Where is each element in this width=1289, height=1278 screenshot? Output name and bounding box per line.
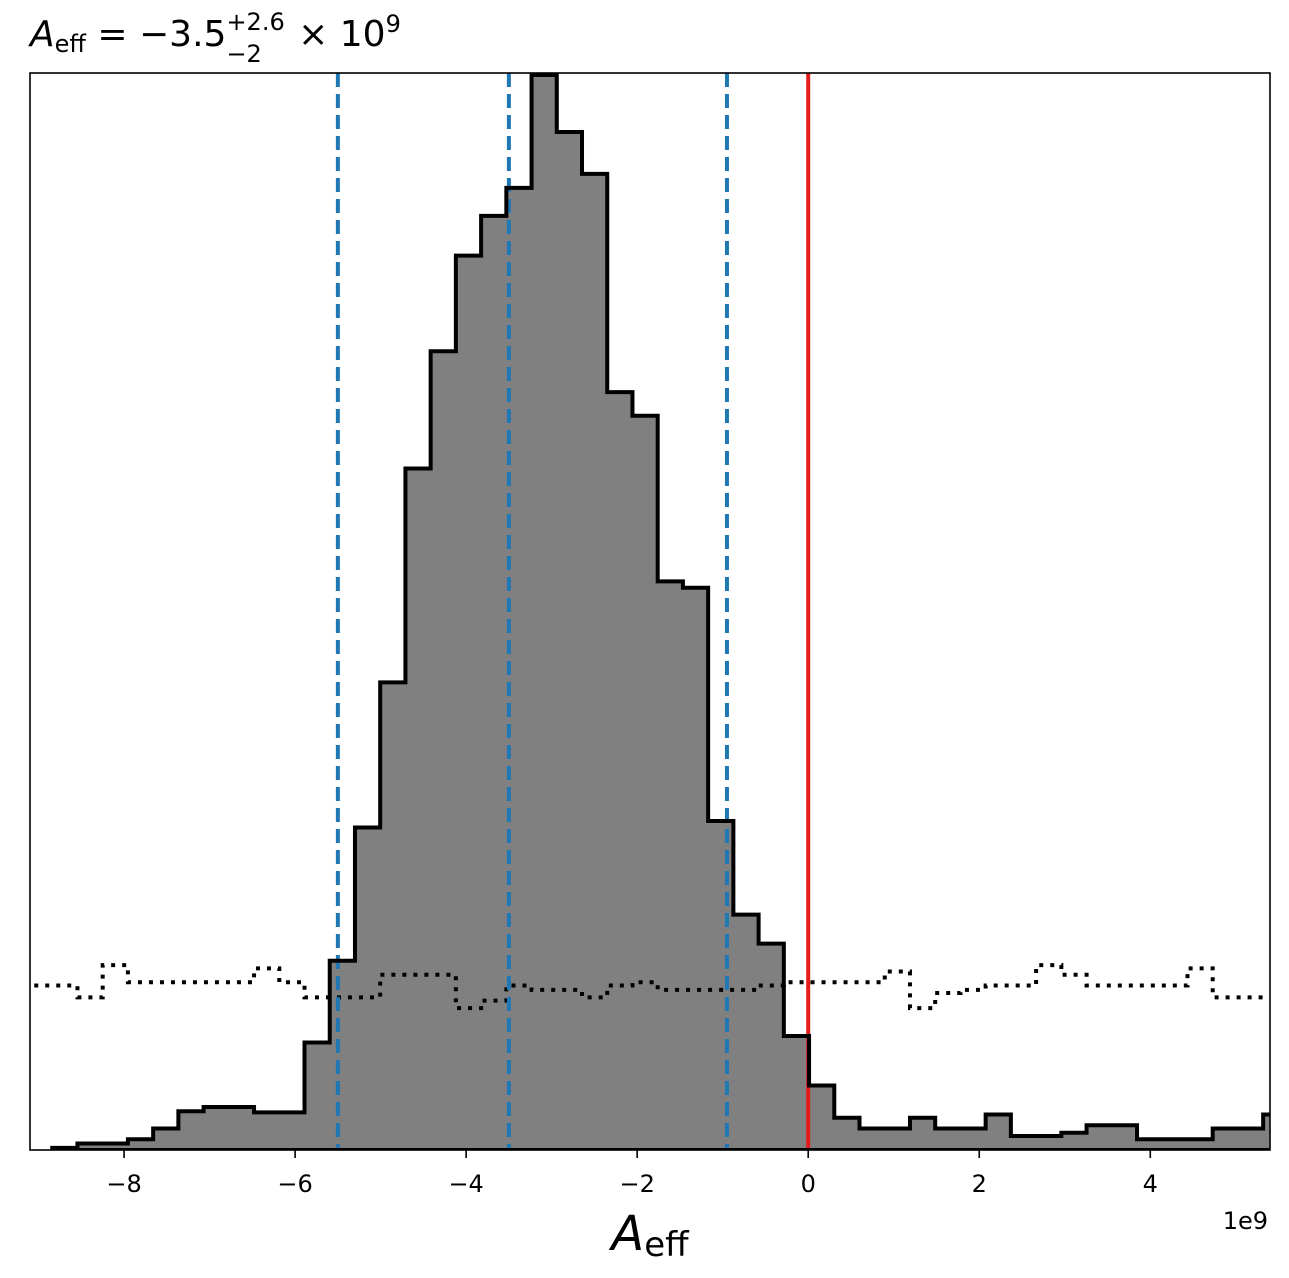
xlabel-symbol: A bbox=[608, 1206, 644, 1262]
posterior-histogram-outline bbox=[50, 73, 1270, 1150]
prior-histogram-dotted bbox=[30, 963, 1270, 1011]
title-times: × 10 bbox=[287, 14, 386, 55]
reference-lines bbox=[335, 73, 811, 1150]
x-axis-ticks: −8 −6 −4 −2 0 2 4 bbox=[106, 1150, 1158, 1198]
x-tick-label: −6 bbox=[277, 1170, 312, 1198]
x-axis-offset: 1e9 bbox=[1223, 1207, 1268, 1235]
title-upper-error: +2.6 bbox=[226, 8, 284, 36]
title-subscript: eff bbox=[55, 30, 87, 58]
title-value: −3.5 bbox=[139, 14, 226, 55]
title-equals: = bbox=[86, 14, 139, 55]
title-symbol: A bbox=[28, 14, 55, 55]
title-lower-error: −2 bbox=[226, 40, 261, 68]
plot-area bbox=[30, 73, 1270, 1150]
x-tick-label: −2 bbox=[619, 1170, 654, 1198]
xlabel-subscript: eff bbox=[644, 1225, 690, 1265]
x-tick-label: −8 bbox=[106, 1170, 141, 1198]
x-tick-label: 0 bbox=[801, 1170, 816, 1198]
chart-title: Aeff = −3.5+2.6 −2 × 109 bbox=[28, 8, 401, 68]
x-tick-label: 4 bbox=[1143, 1170, 1158, 1198]
plot-frame bbox=[29, 72, 1271, 1151]
posterior-histogram-fill bbox=[52, 75, 1270, 1150]
x-tick-label: −4 bbox=[448, 1170, 483, 1198]
title-exponent: 9 bbox=[386, 10, 401, 38]
x-axis-label: Aeff bbox=[608, 1206, 690, 1265]
x-tick-label: 2 bbox=[972, 1170, 987, 1198]
